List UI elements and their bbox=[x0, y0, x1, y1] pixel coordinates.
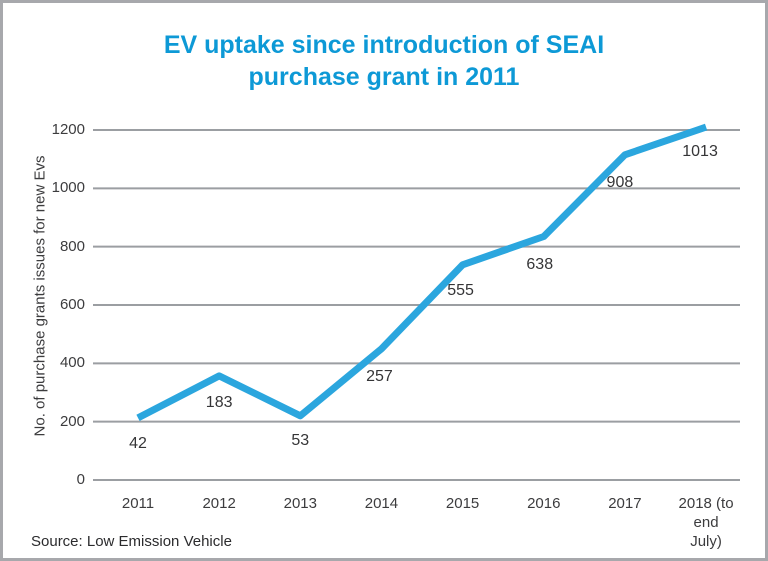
plot-area bbox=[93, 123, 740, 481]
x-tick-label: 2017 bbox=[608, 495, 642, 512]
y-tick-label: 200 bbox=[59, 412, 85, 430]
data-point-label: 53 bbox=[291, 431, 310, 449]
y-tick-label: 1200 bbox=[51, 121, 85, 138]
y-tick-label: 1000 bbox=[51, 179, 85, 197]
data-point-label: 183 bbox=[205, 393, 233, 411]
data-point-label: 1013 bbox=[682, 143, 718, 161]
data-point-label: 908 bbox=[606, 173, 634, 191]
x-tick-label: 2011 bbox=[121, 495, 155, 512]
data-point-label: 42 bbox=[129, 434, 147, 452]
x-tick-label: 2015 bbox=[445, 495, 480, 512]
source-note: Source: Low Emission Vehicle bbox=[31, 533, 232, 550]
x-tick-label: 2013 bbox=[283, 495, 317, 512]
y-tick-label: 600 bbox=[59, 296, 85, 313]
data-point-label: 555 bbox=[447, 281, 474, 299]
y-tick-label: 400 bbox=[59, 354, 85, 372]
x-tick-label: 2016 bbox=[527, 495, 561, 512]
data-point-label: 257 bbox=[366, 367, 393, 385]
chart-title: EV uptake since introduction of SEAI pur… bbox=[3, 29, 765, 93]
y-tick-label: 0 bbox=[76, 471, 85, 488]
ev-uptake-line bbox=[136, 123, 708, 422]
x-tick-label: 2012 bbox=[202, 495, 236, 512]
data-point-label: 638 bbox=[526, 256, 554, 274]
x-tick-label: 2014 bbox=[364, 495, 399, 512]
chart-title-line-2: purchase grant in 2011 bbox=[248, 63, 520, 91]
y-tick-label: 800 bbox=[59, 237, 85, 255]
chart-title-line-1: EV uptake since introduction of SEAI bbox=[163, 31, 605, 59]
x-tick-label: 2018 (to end July) bbox=[678, 495, 734, 550]
